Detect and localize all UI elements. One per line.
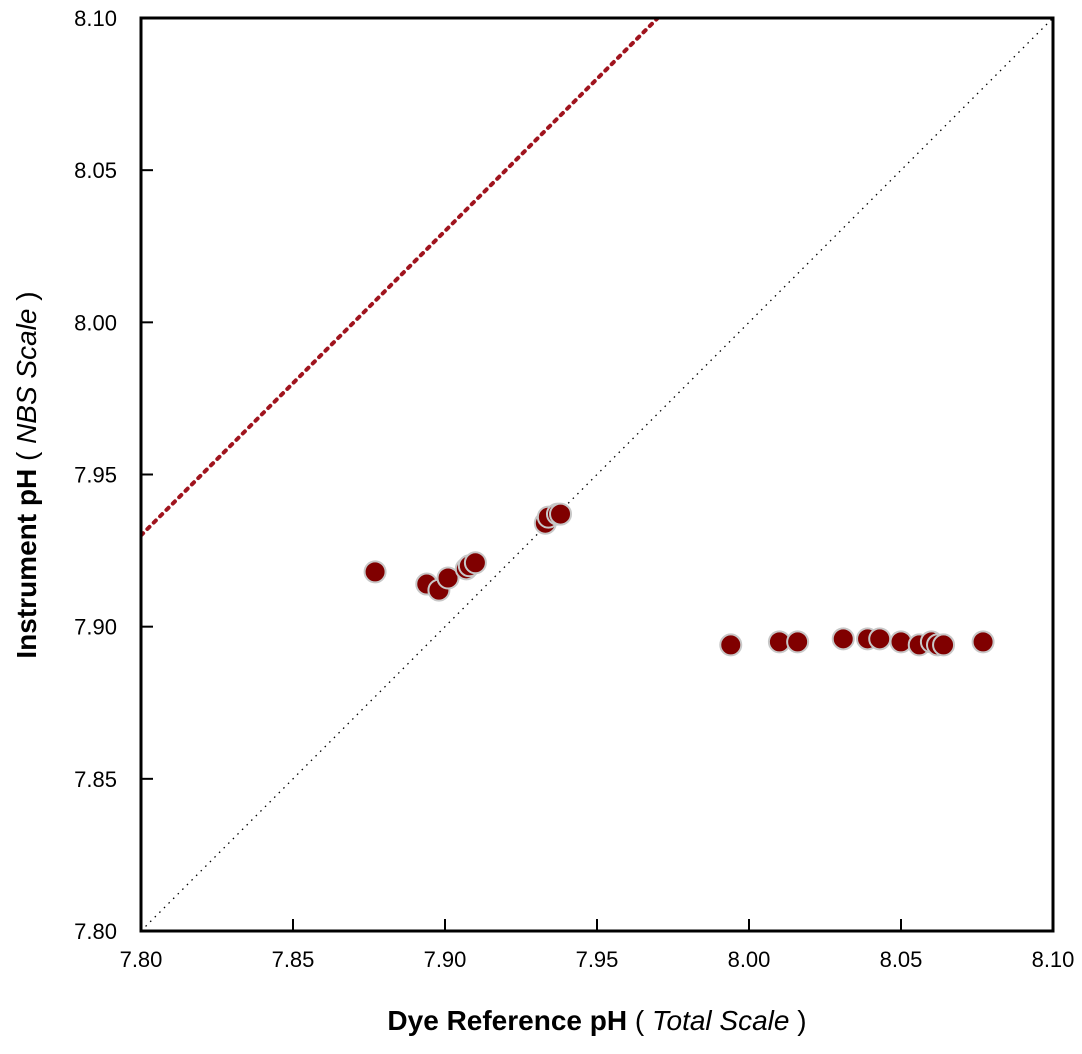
reference-line [141, 18, 1053, 931]
y-tick-label: 7.80 [74, 919, 117, 944]
data-point [932, 633, 956, 657]
data-point [868, 627, 892, 651]
y-label-scale: NBS Scale [11, 309, 42, 444]
x-tick-label: 7.95 [576, 947, 619, 972]
data-point [436, 566, 460, 590]
y-tick-label: 8.05 [74, 158, 117, 183]
y-label-open: ( [11, 451, 42, 461]
x-label-scale: Total Scale [652, 1005, 790, 1036]
data-point [363, 560, 387, 584]
x-tick-label: 8.10 [1032, 947, 1075, 972]
y-tick-label: 7.90 [74, 615, 117, 640]
reference-line [141, 18, 660, 538]
y-tick-label: 7.85 [74, 767, 117, 792]
x-label-open: ( [635, 1005, 645, 1036]
data-point [549, 502, 573, 526]
data-point [786, 630, 810, 654]
y-tick-label: 7.95 [74, 463, 117, 488]
data-point [831, 627, 855, 651]
x-label-main: Dye Reference pH [387, 1005, 627, 1036]
x-tick-label: 7.90 [424, 947, 467, 972]
y-axis-label: Instrument pH ( NBS Scale ) [11, 291, 42, 658]
x-label-close: ) [797, 1005, 806, 1036]
x-tick-label: 7.85 [272, 947, 315, 972]
data-point [463, 551, 487, 575]
plot-frame [139, 16, 1055, 933]
y-tick-label: 8.00 [74, 310, 117, 335]
x-axis-label: Dye Reference pH ( Total Scale ) [387, 1005, 806, 1036]
y-label-main: Instrument pH [11, 469, 42, 659]
x-tick-label: 7.80 [120, 947, 163, 972]
y-tick-label: 8.10 [74, 6, 117, 31]
data-point [971, 630, 995, 654]
x-tick-label: 8.00 [728, 947, 771, 972]
data-point [719, 633, 743, 657]
x-tick-label: 8.05 [880, 947, 923, 972]
y-label-close: ) [11, 291, 42, 300]
